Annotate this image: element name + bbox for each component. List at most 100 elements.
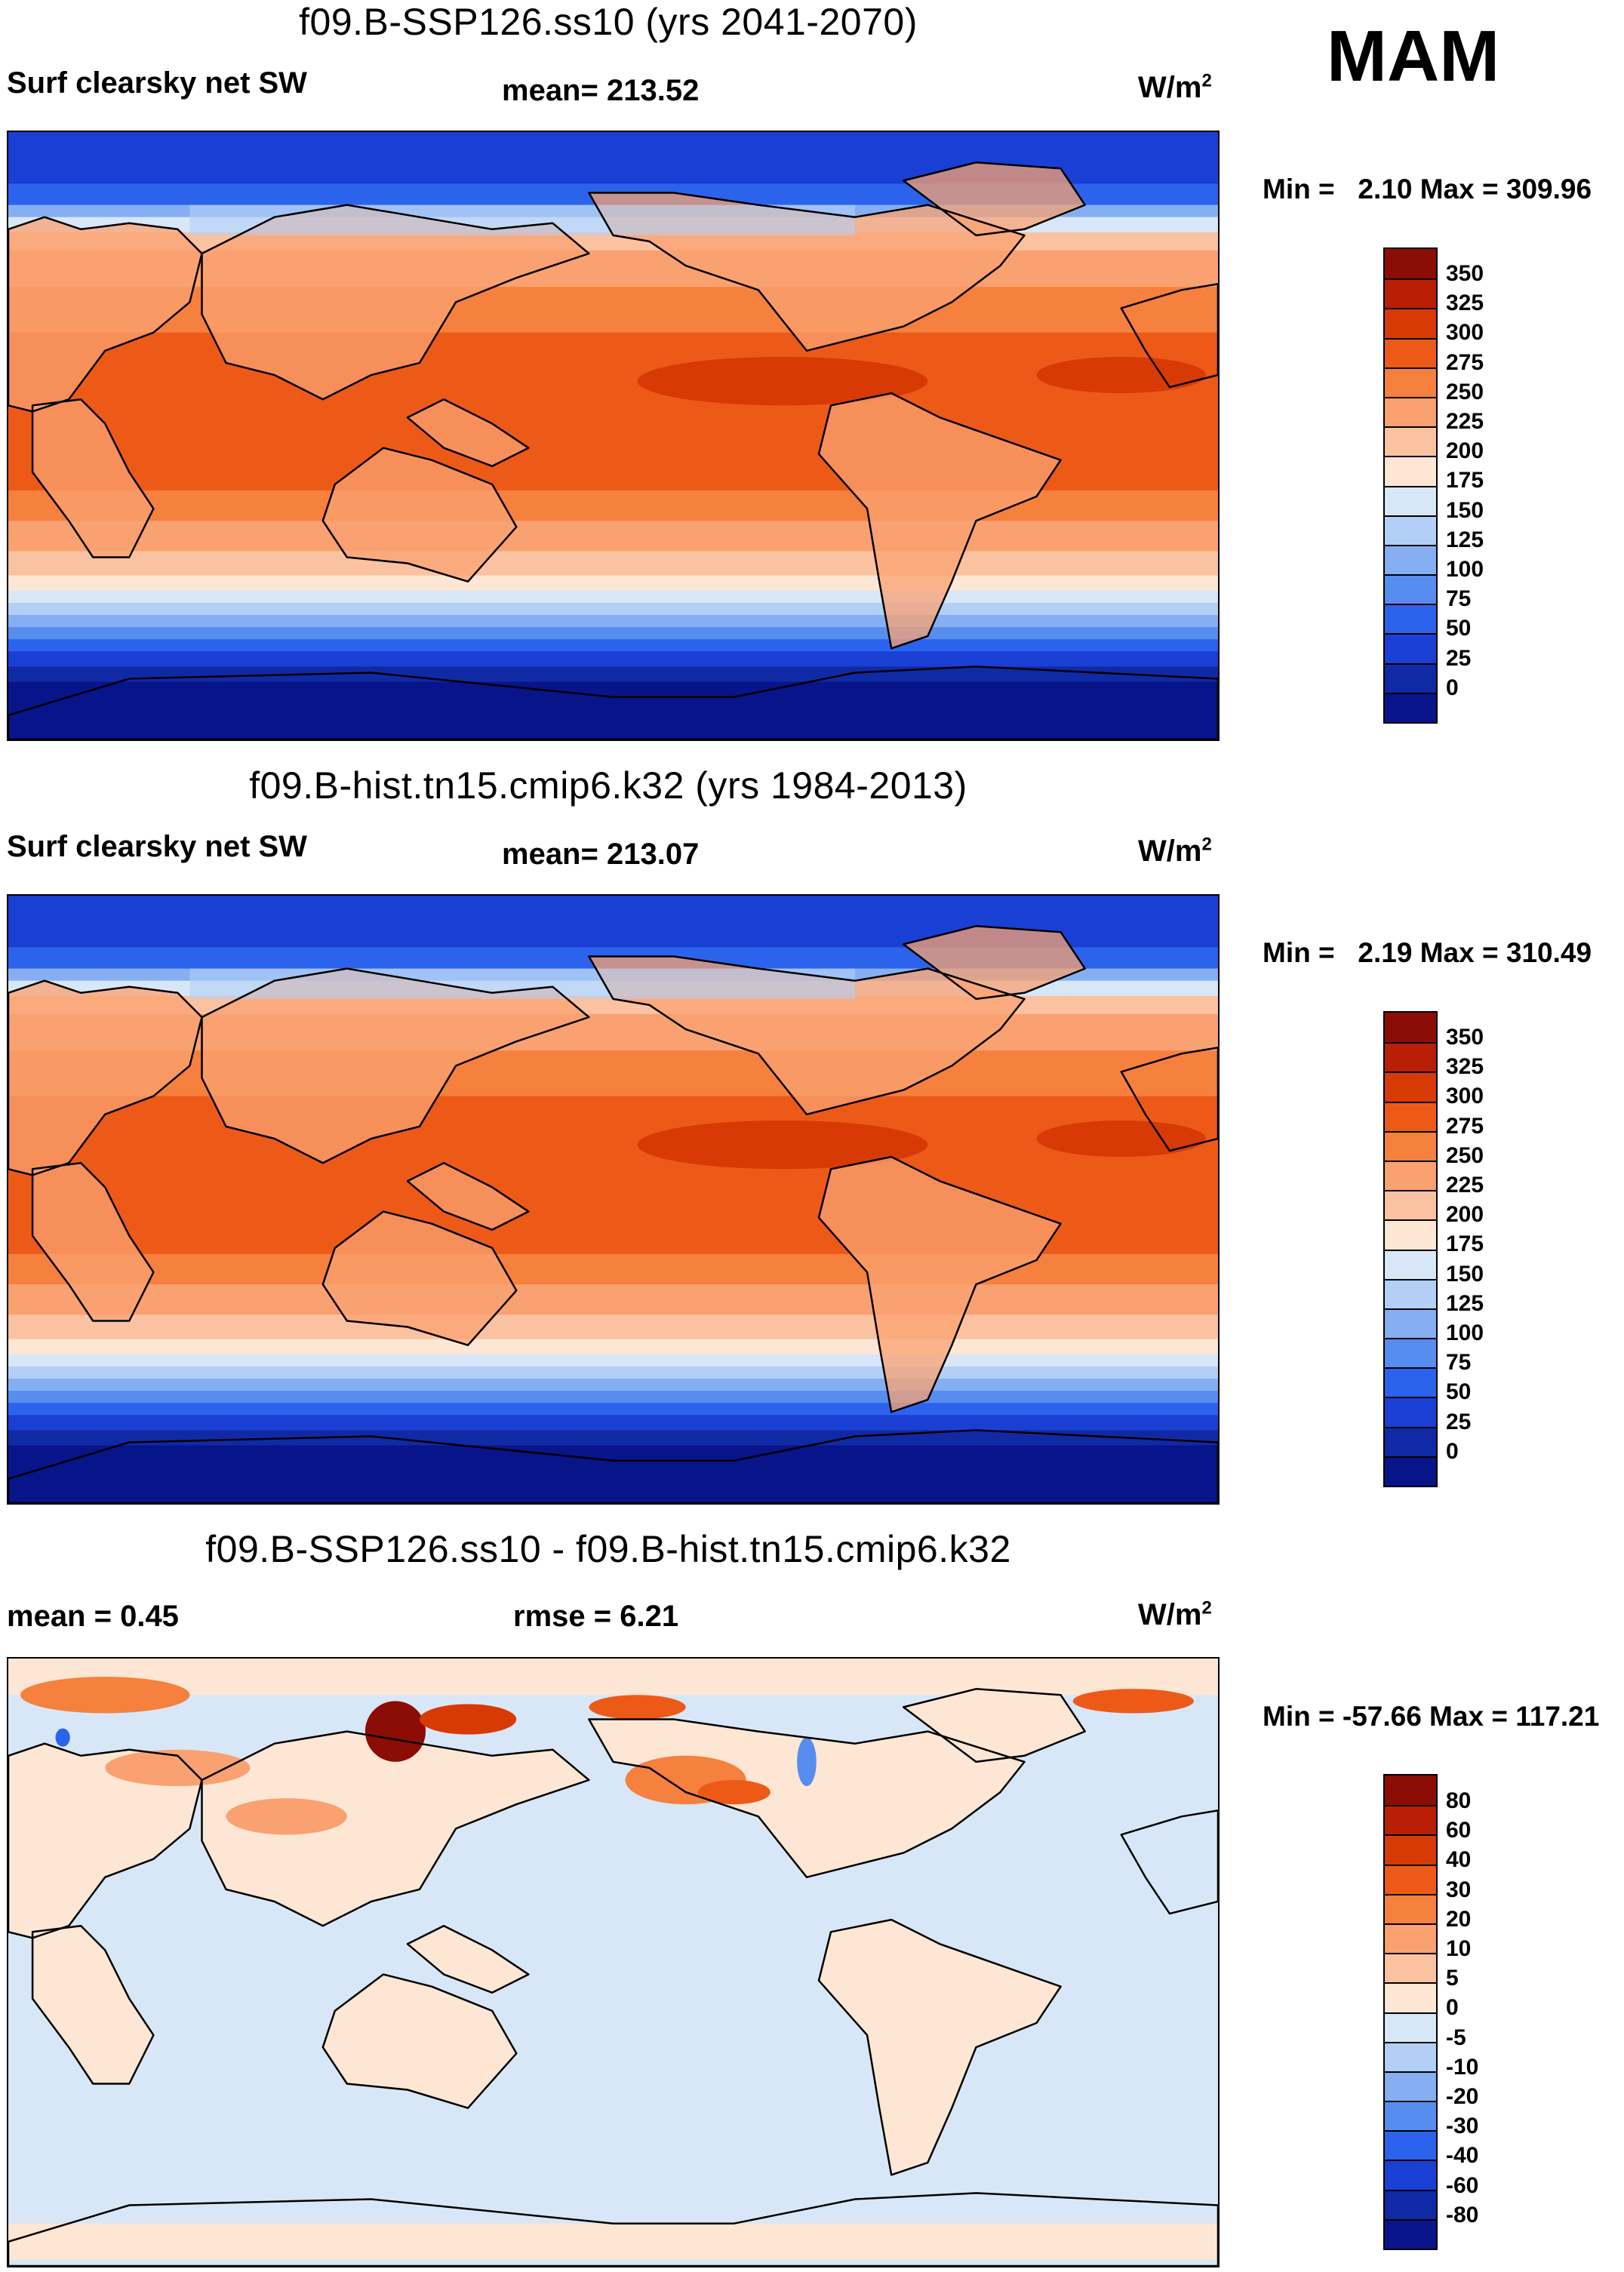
coastline bbox=[406, 398, 530, 468]
land-difference bbox=[903, 1689, 1085, 1762]
zonal-band bbox=[8, 651, 1218, 668]
land-difference bbox=[201, 1731, 589, 1926]
zonal-band bbox=[8, 551, 1218, 576]
colorbar-swatch bbox=[1385, 2218, 1436, 2249]
panel-3-map bbox=[7, 1657, 1220, 2267]
colorbar-swatch bbox=[1385, 2189, 1436, 2219]
coastline bbox=[8, 1429, 1218, 1503]
zonal-band bbox=[8, 639, 1218, 653]
colorbar-tick-label: 150 bbox=[1446, 1261, 1484, 1287]
zonal-band bbox=[8, 1378, 1218, 1392]
panel-2-mean-label: mean= 213.07 bbox=[502, 838, 700, 871]
colorbar-tick-label: 275 bbox=[1446, 349, 1484, 375]
colorbar-tick-label: 350 bbox=[1446, 261, 1484, 286]
colorbar-tick-label: -20 bbox=[1446, 2084, 1479, 2109]
colorbar-tick-label: 100 bbox=[1446, 557, 1484, 582]
arctic-difference bbox=[8, 1659, 1218, 1696]
colorbar-swatch bbox=[1385, 1278, 1436, 1308]
panel-2-map bbox=[7, 894, 1220, 1505]
land-area bbox=[819, 1157, 1061, 1413]
colorbar-swatch bbox=[1385, 2012, 1436, 2042]
colorbar-tick-label: 25 bbox=[1446, 1409, 1472, 1434]
land-difference bbox=[322, 1974, 517, 2108]
zonal-band bbox=[8, 590, 1218, 604]
subtropical-maximum bbox=[637, 1120, 928, 1170]
colorbar-swatch bbox=[1385, 278, 1436, 309]
difference-hotspot bbox=[697, 1780, 770, 1805]
colorbar-swatch bbox=[1385, 1426, 1436, 1456]
panel-3-rmse-label: rmse = 6.21 bbox=[513, 1600, 679, 1633]
colorbar-tick-label: 250 bbox=[1446, 1142, 1484, 1168]
map-canvas bbox=[8, 132, 1218, 739]
colorbar-swatch bbox=[1385, 485, 1436, 515]
colorbar-tick-label: 50 bbox=[1446, 616, 1472, 641]
colorbar-tick-label: -60 bbox=[1446, 2172, 1479, 2198]
difference-coldspot bbox=[797, 1737, 817, 1787]
zonal-band bbox=[8, 1445, 1218, 1503]
colorbar-swatch bbox=[1385, 1775, 1436, 1806]
colorbar-swatch bbox=[1385, 1249, 1436, 1279]
colorbar-swatch bbox=[1385, 1923, 1436, 1954]
panel-1-map bbox=[7, 131, 1220, 741]
colorbar-swatch bbox=[1385, 1042, 1436, 1072]
colorbar-swatch bbox=[1385, 249, 1436, 279]
land-area bbox=[201, 204, 589, 400]
coastline bbox=[8, 666, 1218, 739]
colorbar-tick-label: 60 bbox=[1446, 1818, 1472, 1843]
colorbar-swatch bbox=[1385, 1834, 1436, 1865]
coastline bbox=[201, 1730, 590, 1927]
coastline bbox=[31, 1161, 155, 1322]
colorbar-tick-label: 225 bbox=[1446, 1173, 1484, 1197]
colorbar-swatch bbox=[1385, 604, 1436, 634]
difference-hotspot bbox=[589, 1695, 686, 1720]
coastline bbox=[201, 204, 590, 401]
zonal-band bbox=[8, 1366, 1218, 1379]
colorbar-tick-label: 75 bbox=[1446, 586, 1472, 612]
land-area bbox=[8, 980, 202, 1176]
land-area bbox=[32, 399, 154, 558]
colorbar-swatch bbox=[1385, 663, 1436, 693]
colorbar-tick-label: -5 bbox=[1446, 2025, 1466, 2050]
coastline bbox=[321, 1210, 518, 1346]
zonal-band bbox=[8, 1354, 1218, 1367]
zonal-band bbox=[8, 627, 1218, 641]
subtropical-maximum bbox=[1036, 356, 1206, 394]
colorbar-swatch bbox=[1385, 1982, 1436, 2012]
colorbar-tick-label: 325 bbox=[1446, 291, 1484, 316]
colorbar-tick-label: 125 bbox=[1446, 1290, 1484, 1316]
colorbar-swatch bbox=[1385, 1367, 1436, 1397]
zonal-band bbox=[8, 614, 1218, 629]
snow-cover bbox=[189, 968, 856, 999]
colorbar-swatch bbox=[1385, 1190, 1436, 1220]
panel-2-title: f09.B-hist.tn15.cmip6.k32 (yrs 1984-2013… bbox=[249, 764, 967, 807]
colorbar-swatch bbox=[1385, 515, 1436, 545]
map-canvas bbox=[8, 1659, 1218, 2266]
colorbar-swatch bbox=[1385, 633, 1436, 663]
colorbar-swatch bbox=[1385, 1101, 1436, 1131]
panel-2-variable-label: Surf clearsky net SW bbox=[7, 830, 307, 863]
colorbar-swatch bbox=[1385, 396, 1436, 427]
zonal-band bbox=[8, 1391, 1218, 1404]
zonal-band bbox=[8, 1314, 1218, 1340]
coastline bbox=[8, 2192, 1218, 2266]
land-difference bbox=[408, 1926, 529, 1993]
colorbar-tick-label: 125 bbox=[1446, 527, 1484, 552]
colorbar-tick-label: 350 bbox=[1446, 1025, 1484, 1050]
land-area bbox=[819, 393, 1061, 649]
subtropical-maximum bbox=[637, 356, 928, 406]
colorbar-tick-label: -10 bbox=[1446, 2054, 1479, 2080]
panel-1-colorbar bbox=[1383, 247, 1438, 724]
land-difference bbox=[32, 1926, 154, 2084]
colorbar-tick-label: 100 bbox=[1446, 1320, 1484, 1345]
land-area bbox=[322, 1211, 517, 1345]
coastline bbox=[588, 192, 1026, 352]
snow-cover bbox=[189, 204, 856, 235]
colorbar-tick-label: 80 bbox=[1446, 1788, 1472, 1813]
colorbar-tick-label: 10 bbox=[1446, 1936, 1472, 1961]
coastline bbox=[321, 447, 518, 583]
season-label: MAM bbox=[1327, 16, 1500, 97]
subtropical-maximum bbox=[1036, 1120, 1206, 1158]
antarctic-difference bbox=[8, 2223, 1218, 2260]
colorbar-swatch bbox=[1385, 544, 1436, 575]
colorbar-swatch bbox=[1385, 1219, 1436, 1250]
